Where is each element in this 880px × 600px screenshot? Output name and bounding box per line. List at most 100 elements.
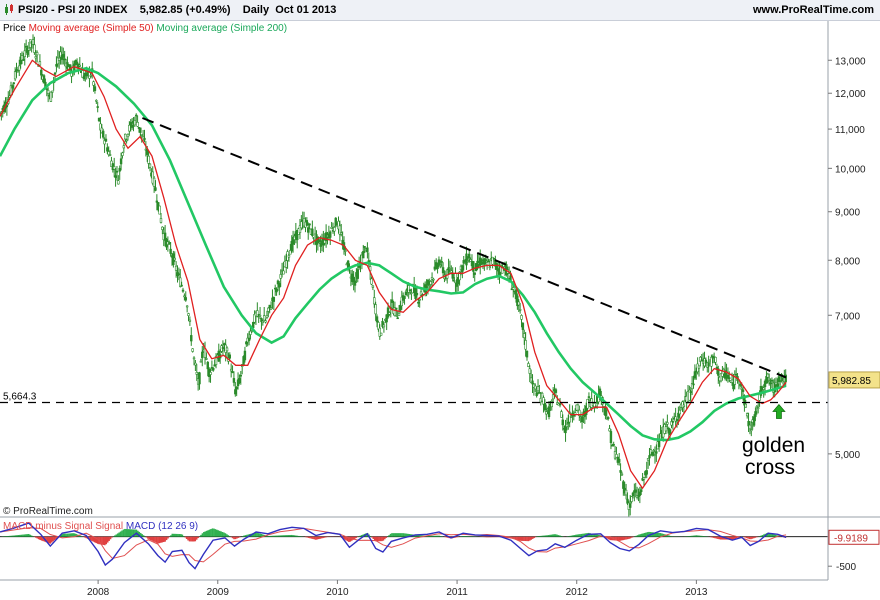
candle-body bbox=[370, 278, 373, 285]
candle-body bbox=[766, 373, 770, 378]
candle-body bbox=[62, 54, 65, 58]
candle-body bbox=[776, 383, 779, 387]
candle-body bbox=[651, 451, 654, 456]
candle-body bbox=[741, 389, 745, 392]
candle-body bbox=[587, 396, 591, 398]
candle-body bbox=[163, 232, 167, 241]
candle-body bbox=[485, 262, 489, 266]
candle-body bbox=[569, 416, 573, 418]
candle-body bbox=[528, 368, 531, 374]
candle-body bbox=[523, 333, 526, 339]
candle-body bbox=[104, 138, 108, 142]
candle-body bbox=[439, 264, 442, 266]
site-link[interactable]: www.ProRealTime.com bbox=[752, 4, 874, 16]
candle-body bbox=[626, 498, 629, 504]
candle-body bbox=[102, 130, 105, 138]
candle-body bbox=[84, 72, 87, 77]
candle-body bbox=[615, 454, 618, 458]
candle-body bbox=[408, 289, 412, 292]
candle-body bbox=[191, 348, 194, 352]
price-legend: Price Moving average (Simple 50) Moving … bbox=[3, 23, 287, 34]
candle-body bbox=[576, 404, 580, 411]
candle-body bbox=[78, 64, 82, 67]
candle-body bbox=[262, 315, 266, 321]
candle-body bbox=[745, 413, 749, 417]
candle-body bbox=[778, 380, 782, 382]
resistance-trendline bbox=[142, 117, 787, 379]
candle-body bbox=[108, 154, 112, 156]
candle-body bbox=[140, 133, 143, 136]
candle-body bbox=[93, 86, 97, 91]
candle-body bbox=[362, 251, 365, 259]
candle-body bbox=[177, 273, 181, 276]
candle-body bbox=[512, 287, 515, 290]
candle-body bbox=[33, 44, 36, 53]
candle-body bbox=[535, 392, 538, 397]
candle-body bbox=[154, 187, 157, 191]
candle-body bbox=[664, 426, 668, 432]
y-tick-label: 11,000 bbox=[835, 125, 865, 136]
candlestick-icon bbox=[5, 4, 13, 15]
candle-body bbox=[767, 380, 771, 383]
candle-body bbox=[147, 155, 150, 164]
candle-body bbox=[183, 295, 186, 298]
candle-body bbox=[287, 255, 291, 258]
candle-body bbox=[396, 317, 399, 320]
candle-body bbox=[113, 166, 116, 170]
candle-body bbox=[763, 380, 767, 388]
candle-body bbox=[126, 133, 130, 138]
candle-body bbox=[31, 39, 35, 45]
candle-body bbox=[174, 265, 178, 271]
candle-body bbox=[373, 297, 376, 305]
candle-body bbox=[710, 356, 713, 367]
copyright: © ProRealTime.com bbox=[3, 506, 93, 517]
candle-body bbox=[190, 335, 193, 342]
candle-body bbox=[374, 304, 377, 315]
candle-body bbox=[551, 394, 555, 400]
candle-body bbox=[334, 217, 337, 227]
candle-body bbox=[168, 242, 171, 244]
candle-body bbox=[527, 363, 530, 367]
candle-body bbox=[697, 365, 701, 369]
candle-body bbox=[22, 59, 25, 61]
candle-body bbox=[235, 386, 238, 390]
candle-body bbox=[752, 416, 756, 426]
candle-body bbox=[524, 340, 527, 350]
candle-body bbox=[441, 267, 445, 274]
candle-body bbox=[143, 137, 146, 141]
instrument-name: PSI 20 INDEX bbox=[57, 4, 128, 16]
legend-signal: Signal bbox=[95, 521, 124, 532]
candle-body bbox=[653, 454, 657, 456]
candle-body bbox=[135, 114, 138, 117]
candle-body bbox=[161, 226, 164, 230]
candle-body bbox=[403, 296, 406, 299]
chart-header: PSI20 - PSI 20 INDEX 5,982.85 (+0.49%) D… bbox=[0, 0, 880, 21]
candle-body bbox=[620, 473, 624, 476]
candle-body bbox=[734, 373, 738, 376]
price-change: (+0.49%) bbox=[185, 4, 231, 16]
candle-body bbox=[750, 429, 753, 432]
candle-body bbox=[550, 401, 553, 408]
candle-body bbox=[213, 364, 216, 367]
candle-body bbox=[440, 261, 443, 263]
candle-body bbox=[279, 274, 282, 279]
candle-body bbox=[340, 232, 343, 235]
candle-body bbox=[97, 117, 101, 122]
candle-body bbox=[748, 424, 752, 430]
candle-body bbox=[181, 289, 185, 292]
candle-body bbox=[187, 313, 190, 316]
candle-body bbox=[344, 250, 347, 252]
candle-body bbox=[223, 343, 226, 346]
y-tick-label: 12,000 bbox=[835, 89, 866, 100]
candle-body bbox=[468, 253, 471, 259]
candle-body bbox=[466, 260, 470, 262]
candle-body bbox=[329, 231, 332, 238]
candle-body bbox=[114, 175, 117, 178]
candle-body bbox=[51, 90, 54, 93]
candle-body bbox=[261, 320, 265, 323]
candle-body bbox=[308, 223, 311, 226]
candle-body bbox=[700, 359, 703, 362]
candle-body bbox=[92, 81, 95, 86]
candle-body bbox=[139, 127, 142, 133]
